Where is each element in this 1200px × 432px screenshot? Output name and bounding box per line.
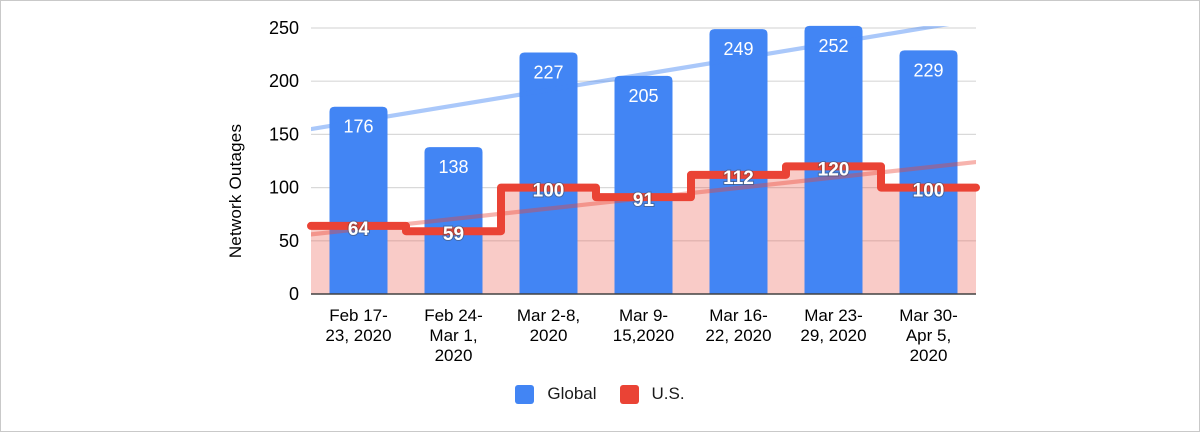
bar-value-label: 205 [628, 86, 658, 106]
bar-global[interactable] [614, 75, 673, 294]
bar-global[interactable] [329, 106, 388, 295]
legend-label: Global [547, 384, 597, 403]
y-tick-label: 250 [269, 18, 299, 38]
line-value-label: 100 [913, 181, 945, 202]
y-tick-label: 150 [269, 124, 299, 144]
legend-item-us[interactable]: U.S. [619, 384, 685, 404]
legend-label: U.S. [651, 384, 685, 403]
trendline-global [311, 26, 950, 132]
legend-item-global[interactable]: Global [515, 384, 597, 404]
chart-plot-area: 0 50 100 150 200 250 176 138 227 205 249 252 229 64 59… [269, 18, 980, 365]
bar-global[interactable] [519, 52, 578, 294]
y-axis-title: Network Outages [226, 123, 245, 259]
legend-swatch-icon [515, 384, 535, 404]
x-axis-label: Mar 9-15,2020 [613, 306, 674, 345]
bar-value-label: 249 [723, 39, 753, 59]
y-tick-label: 200 [269, 71, 299, 91]
bar-value-label: 176 [343, 117, 373, 137]
x-axis-label: Feb 24-Mar 1, 2020 [424, 306, 483, 365]
line-value-label: 100 [533, 181, 565, 202]
bar-global[interactable] [709, 29, 768, 295]
x-axis-label: Mar 16-22, 2020 [705, 306, 771, 345]
bar-global[interactable] [424, 147, 483, 294]
x-axis-label: Mar 30-Apr 5, 2020 [899, 306, 958, 365]
line-value-label: 91 [633, 190, 655, 211]
bar-value-label: 252 [818, 36, 848, 56]
x-axis-label: Mar 2-8, 2020 [517, 306, 580, 345]
x-axis-label: Mar 23-29, 2020 [800, 306, 866, 345]
bar-global[interactable] [899, 50, 958, 295]
y-tick-label: 100 [269, 178, 299, 198]
line-value-label: 112 [723, 168, 754, 189]
y-tick-label: 0 [289, 284, 299, 304]
line-value-label: 120 [818, 159, 850, 180]
us-step-line[interactable] [307, 162, 980, 236]
bar-value-label: 138 [438, 157, 468, 177]
bar-value-label: 227 [533, 62, 563, 82]
x-axis-label: Feb 17-23, 2020 [325, 306, 391, 345]
y-tick-label: 50 [279, 231, 299, 251]
line-value-label: 59 [443, 224, 464, 245]
legend: Global U.S. [1, 384, 1199, 404]
bar-value-label: 229 [913, 60, 943, 80]
bar-global[interactable] [804, 25, 863, 294]
legend-swatch-icon [619, 384, 639, 404]
line-value-label: 64 [348, 219, 370, 240]
